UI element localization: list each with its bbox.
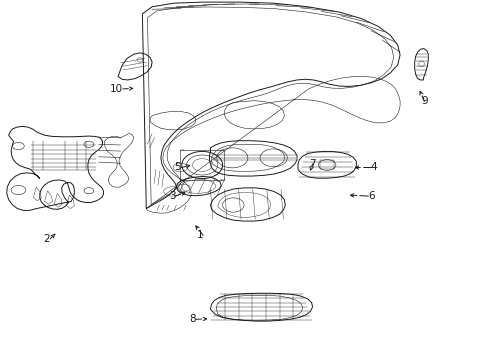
Text: 6: 6: [368, 191, 374, 201]
Text: 7: 7: [308, 159, 315, 169]
Text: 10: 10: [110, 84, 122, 94]
Text: 9: 9: [420, 96, 427, 107]
Text: 8: 8: [189, 314, 196, 324]
Text: 3: 3: [168, 191, 175, 201]
Text: 5: 5: [174, 162, 181, 172]
Bar: [319, 160, 334, 169]
Text: 2: 2: [43, 234, 50, 244]
Text: 4: 4: [370, 162, 377, 172]
Text: 1: 1: [196, 230, 203, 240]
